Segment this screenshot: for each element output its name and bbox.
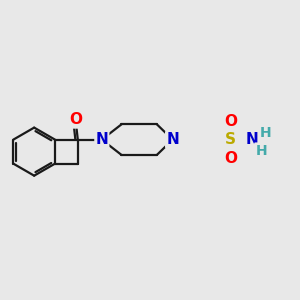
Text: O: O	[69, 112, 82, 128]
Text: N: N	[246, 132, 259, 147]
Text: H: H	[255, 143, 267, 158]
Text: N: N	[95, 132, 108, 147]
Text: S: S	[225, 132, 236, 147]
Text: H: H	[260, 126, 271, 140]
Text: O: O	[224, 114, 237, 129]
Text: N: N	[166, 132, 179, 147]
Text: O: O	[224, 151, 237, 166]
